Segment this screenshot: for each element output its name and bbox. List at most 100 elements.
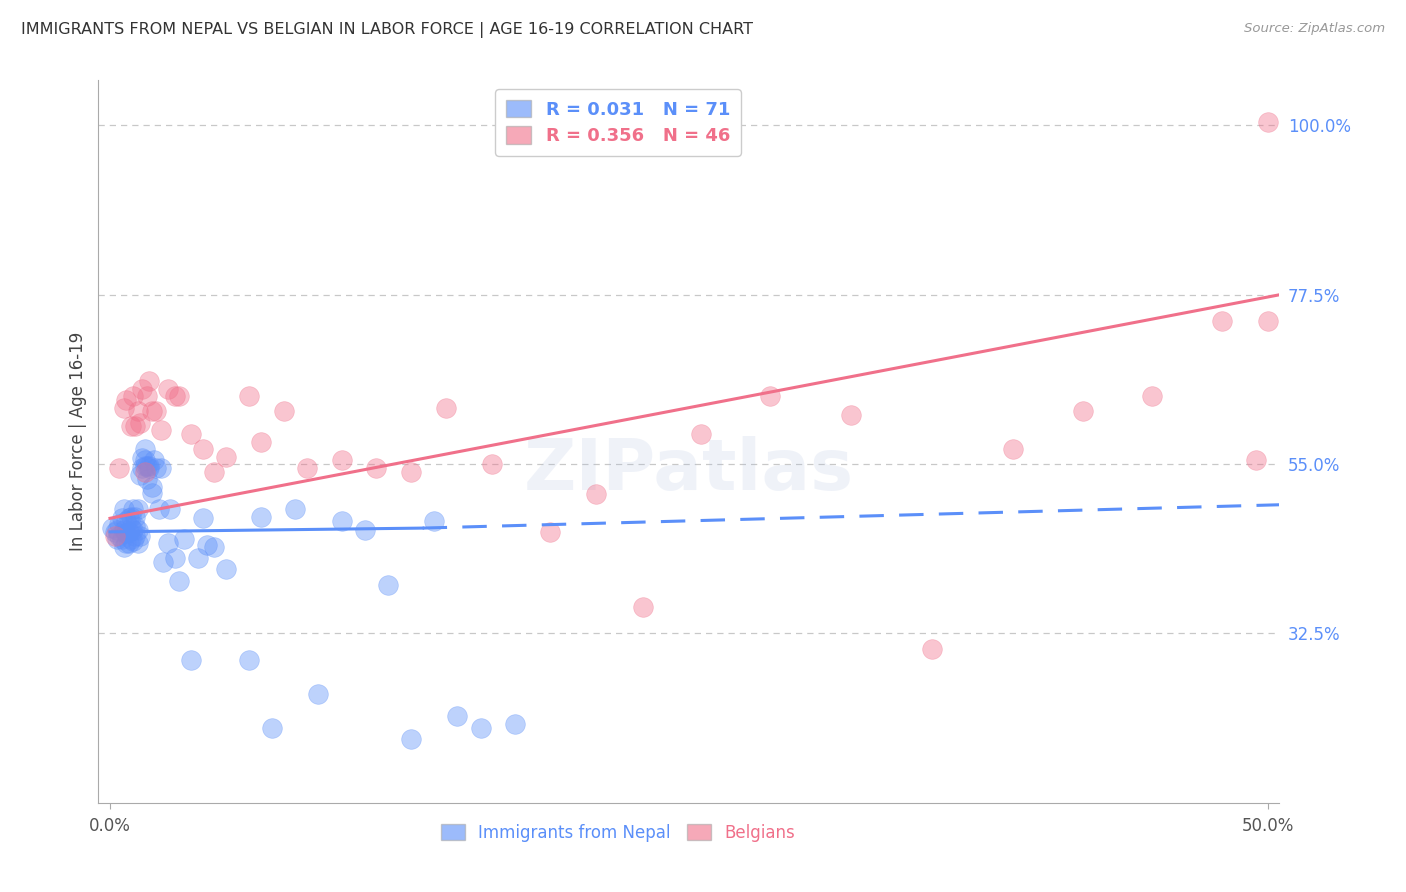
Point xyxy=(112,401,135,415)
Point xyxy=(169,574,191,588)
Point xyxy=(538,524,561,539)
Point xyxy=(120,509,142,524)
Point xyxy=(124,528,146,542)
Point xyxy=(112,502,135,516)
Point xyxy=(108,528,131,542)
Point xyxy=(117,511,139,525)
Point xyxy=(481,457,503,471)
Point xyxy=(1002,442,1025,456)
Point xyxy=(110,511,132,525)
Point xyxy=(124,519,146,533)
Y-axis label: In Labor Force | Age 16-19: In Labor Force | Age 16-19 xyxy=(69,332,87,551)
Point xyxy=(129,416,152,430)
Point xyxy=(115,393,138,408)
Point xyxy=(249,434,271,449)
Point xyxy=(122,502,145,516)
Point xyxy=(353,524,375,538)
Point xyxy=(399,465,422,479)
Point xyxy=(366,461,388,475)
Point xyxy=(134,465,156,479)
Point xyxy=(295,461,318,475)
Point xyxy=(141,404,163,418)
Point xyxy=(127,536,149,550)
Point xyxy=(120,419,142,434)
Point xyxy=(187,551,209,566)
Point xyxy=(839,408,862,422)
Point xyxy=(141,485,163,500)
Point xyxy=(631,600,654,615)
Point xyxy=(921,641,943,656)
Point xyxy=(156,536,179,550)
Point xyxy=(122,389,145,403)
Point xyxy=(138,375,160,389)
Point xyxy=(131,461,153,475)
Point xyxy=(131,451,153,466)
Point xyxy=(108,517,131,532)
Point xyxy=(110,533,132,547)
Point xyxy=(215,450,238,464)
Point xyxy=(202,540,225,554)
Point xyxy=(1140,389,1163,403)
Point xyxy=(330,453,353,467)
Point xyxy=(330,514,353,528)
Point xyxy=(134,458,156,473)
Point xyxy=(115,536,138,550)
Point xyxy=(134,442,156,456)
Point xyxy=(117,524,139,539)
Point xyxy=(134,453,156,467)
Point xyxy=(180,653,202,667)
Point xyxy=(307,687,329,701)
Point xyxy=(104,524,127,539)
Point xyxy=(585,487,607,501)
Point xyxy=(759,389,782,403)
Point xyxy=(1071,404,1094,418)
Point xyxy=(145,461,167,475)
Point xyxy=(191,511,214,525)
Point xyxy=(399,731,422,746)
Point xyxy=(180,427,202,442)
Point xyxy=(127,502,149,516)
Point xyxy=(262,721,284,735)
Point xyxy=(108,461,131,475)
Point xyxy=(115,514,138,528)
Point xyxy=(148,502,170,516)
Point xyxy=(273,404,295,418)
Point xyxy=(156,382,179,396)
Point xyxy=(136,458,159,473)
Point xyxy=(503,716,526,731)
Point xyxy=(124,509,146,524)
Point xyxy=(284,502,307,516)
Point xyxy=(238,389,260,403)
Point xyxy=(129,468,152,483)
Point xyxy=(163,389,186,403)
Point xyxy=(215,562,238,576)
Point xyxy=(173,533,195,547)
Text: Source: ZipAtlas.com: Source: ZipAtlas.com xyxy=(1244,22,1385,36)
Point xyxy=(105,524,128,538)
Point xyxy=(689,427,711,442)
Point xyxy=(149,423,172,437)
Point xyxy=(143,453,166,467)
Point xyxy=(191,442,214,456)
Point xyxy=(105,533,128,547)
Point xyxy=(377,577,399,591)
Point xyxy=(249,509,271,524)
Text: ZIPatlas: ZIPatlas xyxy=(524,436,853,505)
Point xyxy=(122,533,145,548)
Point xyxy=(120,533,142,547)
Point xyxy=(195,538,218,552)
Point xyxy=(127,524,149,538)
Point xyxy=(423,514,446,528)
Point xyxy=(141,480,163,494)
Point xyxy=(115,526,138,541)
Point xyxy=(124,419,146,434)
Point xyxy=(127,404,149,418)
Point xyxy=(1257,114,1279,128)
Text: IMMIGRANTS FROM NEPAL VS BELGIAN IN LABOR FORCE | AGE 16-19 CORRELATION CHART: IMMIGRANTS FROM NEPAL VS BELGIAN IN LABO… xyxy=(21,22,754,38)
Point xyxy=(202,465,225,479)
Point xyxy=(138,461,160,475)
Point xyxy=(129,528,152,542)
Point xyxy=(152,555,174,569)
Point xyxy=(138,458,160,473)
Point xyxy=(238,653,260,667)
